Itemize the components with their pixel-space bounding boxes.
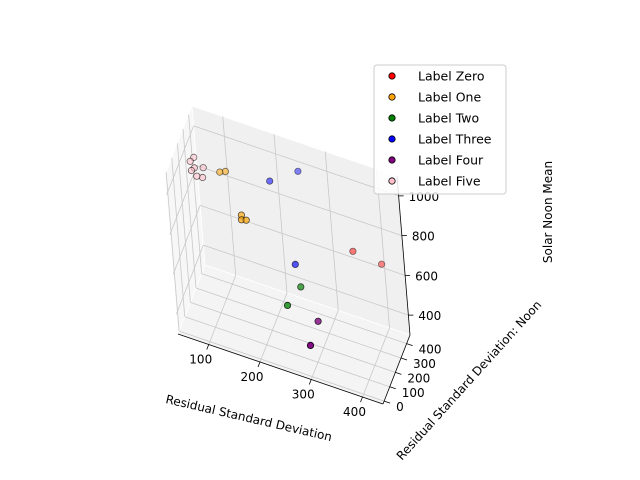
x-tick-label: 300 <box>292 388 315 402</box>
data-point-label-two <box>283 301 292 309</box>
legend-entry: Label Five <box>418 174 481 189</box>
legend-entry: Label Three <box>418 132 492 147</box>
axis-lines <box>177 175 411 405</box>
y-tick-label: 200 <box>407 371 430 385</box>
grid-line-x-floor <box>362 327 390 398</box>
z-tick-label: 600 <box>415 269 438 283</box>
y-tick-label: 0 <box>396 400 404 414</box>
data-point-label-three <box>266 177 274 185</box>
grid-line-x-floor <box>208 275 237 345</box>
legend: Label Zero Label One Label Two Label Three L… <box>373 64 507 195</box>
data-point-label-two <box>297 283 305 291</box>
data-point-label-one <box>242 216 250 224</box>
grid-line-y-left <box>165 172 180 332</box>
data-points <box>186 153 386 349</box>
data-point-label-three <box>294 167 302 175</box>
x-tick-mark <box>308 379 312 385</box>
legend-entry: Label One <box>418 90 481 105</box>
grid-line-y-left <box>182 128 197 289</box>
legend-entry: Label Four <box>418 153 484 168</box>
grid-line-x-back <box>376 168 390 329</box>
grid-line-x-floor <box>259 292 288 363</box>
grid-line-z-left <box>172 205 201 275</box>
grid-line-z-back <box>199 204 406 276</box>
grid-line-y-left <box>176 143 191 303</box>
grid-line-z-back <box>193 125 399 197</box>
data-point-label-five <box>186 157 194 165</box>
legend-marker <box>388 156 396 164</box>
grid-line-y-left <box>188 114 203 274</box>
legend-marker <box>388 93 396 101</box>
x-tick-mark <box>206 344 210 350</box>
x-tick-label: 100 <box>189 353 212 367</box>
x-tick-mark <box>360 396 363 403</box>
y-axis-line <box>382 334 411 405</box>
y-tick-mark <box>383 400 391 404</box>
y-tick-label: 400 <box>419 343 442 357</box>
grid-line-y-left <box>171 157 186 317</box>
grid-line-x-back <box>273 133 288 294</box>
grid-lines <box>165 114 409 402</box>
legend-box <box>373 64 507 195</box>
grid-line-y-floor <box>201 273 407 345</box>
grid-line-z-back <box>203 244 409 316</box>
data-point-label-five <box>193 172 201 180</box>
grid-line-y-floor <box>190 301 396 373</box>
legend-marker <box>388 114 396 122</box>
legend-entry: Label Two <box>418 111 479 126</box>
x-tick-mark <box>257 361 261 368</box>
y-tick-mark <box>395 371 402 375</box>
z-axis-label: Solar Noon Mean <box>541 161 555 263</box>
data-point-label-one <box>216 168 224 176</box>
data-point-label-zero <box>377 260 386 268</box>
data-point-label-three <box>291 260 299 268</box>
grid-line-z-left <box>166 125 194 196</box>
grid-line-y-floor <box>178 330 385 402</box>
grid-line-y-floor <box>184 316 390 388</box>
y-tick-label: 100 <box>402 386 425 400</box>
data-point-label-four <box>306 341 315 349</box>
y-tick-mark <box>400 357 408 361</box>
grid-line-x-back <box>324 151 339 311</box>
x-tick-label: 200 <box>241 370 264 384</box>
data-point-label-five <box>199 173 207 182</box>
grid-line-z-left <box>176 244 204 315</box>
grid-line-x-back <box>222 116 237 276</box>
legend-marker <box>388 135 396 143</box>
x-axis-line <box>177 333 384 405</box>
z-tick-label: 400 <box>418 309 441 323</box>
data-point-label-four <box>314 317 322 325</box>
y-tick-label: 300 <box>413 357 436 371</box>
y-tick-mark <box>406 343 413 347</box>
y-tick-mark <box>389 386 396 390</box>
legend-marker <box>388 177 396 185</box>
z-axis-line <box>396 175 411 336</box>
grid-line-z-left <box>169 165 198 235</box>
data-point-label-zero <box>349 247 357 255</box>
data-point-label-five <box>187 166 195 175</box>
legend-marker <box>388 72 396 80</box>
legend-entry: Label Zero <box>418 69 484 84</box>
grid-line-z-back <box>196 165 403 237</box>
grid-line-y-floor <box>195 287 402 359</box>
grid-line-x-floor <box>310 310 339 380</box>
x-tick-label: 400 <box>343 405 366 419</box>
z-tick-label: 800 <box>412 230 435 244</box>
data-point-label-five <box>199 164 207 172</box>
